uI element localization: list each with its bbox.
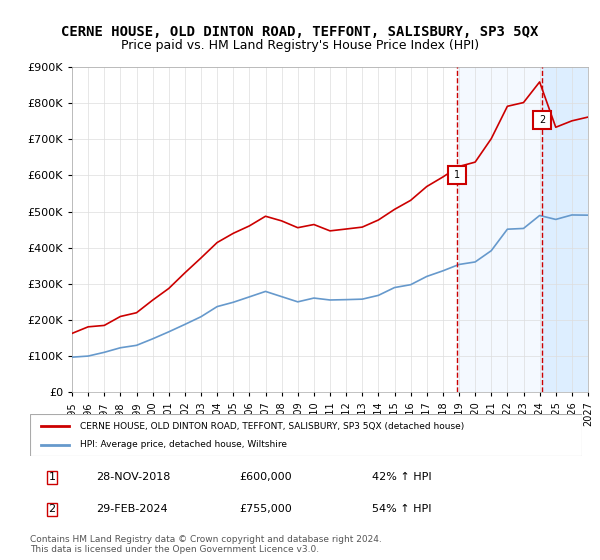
Text: HPI: Average price, detached house, Wiltshire: HPI: Average price, detached house, Wilt… [80, 440, 287, 449]
Text: 42% ↑ HPI: 42% ↑ HPI [372, 472, 432, 482]
Text: £600,000: £600,000 [240, 472, 292, 482]
FancyBboxPatch shape [30, 414, 582, 456]
Text: 1: 1 [49, 472, 56, 482]
Text: £755,000: £755,000 [240, 505, 293, 515]
Text: CERNE HOUSE, OLD DINTON ROAD, TEFFONT, SALISBURY, SP3 5QX: CERNE HOUSE, OLD DINTON ROAD, TEFFONT, S… [61, 25, 539, 39]
Text: CERNE HOUSE, OLD DINTON ROAD, TEFFONT, SALISBURY, SP3 5QX (detached house): CERNE HOUSE, OLD DINTON ROAD, TEFFONT, S… [80, 422, 464, 431]
Text: 29-FEB-2024: 29-FEB-2024 [96, 505, 168, 515]
Bar [542, 67, 588, 392]
Text: Contains HM Land Registry data © Crown copyright and database right 2024.
This d: Contains HM Land Registry data © Crown c… [30, 535, 382, 554]
Text: 54% ↑ HPI: 54% ↑ HPI [372, 505, 432, 515]
Text: 28-NOV-2018: 28-NOV-2018 [96, 472, 170, 482]
Text: 2: 2 [49, 505, 56, 515]
Text: 1: 1 [454, 170, 460, 180]
Text: 2: 2 [539, 115, 545, 124]
Bar [457, 67, 542, 392]
Text: Price paid vs. HM Land Registry's House Price Index (HPI): Price paid vs. HM Land Registry's House … [121, 39, 479, 52]
